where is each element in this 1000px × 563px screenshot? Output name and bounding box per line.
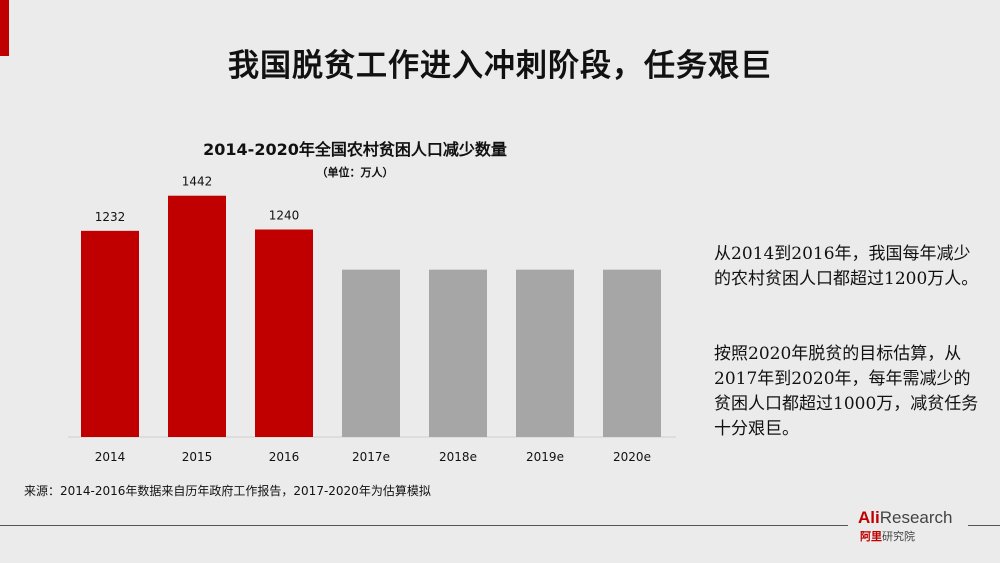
bar-2020e — [603, 269, 661, 437]
logo-sub-red: 阿里 — [860, 530, 882, 543]
bar-2019e — [516, 269, 574, 437]
tick-label-2014: 2014 — [95, 450, 126, 464]
tick-label-2019e: 2019e — [526, 450, 564, 464]
accent-bar — [0, 0, 9, 56]
chart-unit: （单位：万人） — [316, 166, 394, 179]
bar-2016 — [255, 229, 313, 437]
tick-label-2018e: 2018e — [439, 450, 477, 464]
logo-sub-gray: 研究院 — [882, 530, 915, 543]
data-label-2014: 1232 — [95, 210, 126, 224]
footer-divider-right — [968, 525, 1000, 526]
bar-2015 — [168, 195, 226, 437]
tick-label-2016: 2016 — [269, 450, 300, 464]
chart-title: 2014-2020年全国农村贫困人口减少数量 — [203, 140, 507, 159]
tick-label-2017e: 2017e — [352, 450, 390, 464]
logo-brand-red: Ali — [858, 508, 880, 527]
note-actual: 从2014到2016年，我国每年减少的农村贫困人口都超过1200万人。 — [714, 244, 979, 289]
bar-2018e — [429, 269, 487, 437]
footer-divider — [0, 525, 848, 526]
source-note: 来源：2014-2016年数据来自历年政府工作报告，2017-2020年为估算模… — [24, 484, 431, 498]
note-estimate: 按照2020年脱贫的目标估算，从2017年到2020年，每年需减少的贫困人口都超… — [714, 344, 979, 439]
logo-brand-gray: Research — [879, 508, 953, 527]
slide-title: 我国脱贫工作进入冲刺阶段，任务艰巨 — [228, 48, 772, 84]
aliresearch-logo: AliResearch 阿里研究院 — [858, 508, 968, 548]
tick-label-2020e: 2020e — [613, 450, 651, 464]
data-label-2016: 1240 — [269, 209, 300, 223]
tick-label-2015: 2015 — [182, 450, 213, 464]
bar-2017e — [342, 269, 400, 437]
bar-2014 — [81, 230, 139, 437]
data-label-2015: 1442 — [182, 175, 213, 189]
bar-chart: 1232 2014 1442 2015 1240 2016 2017e 2018e 2019e 2… — [68, 175, 676, 464]
